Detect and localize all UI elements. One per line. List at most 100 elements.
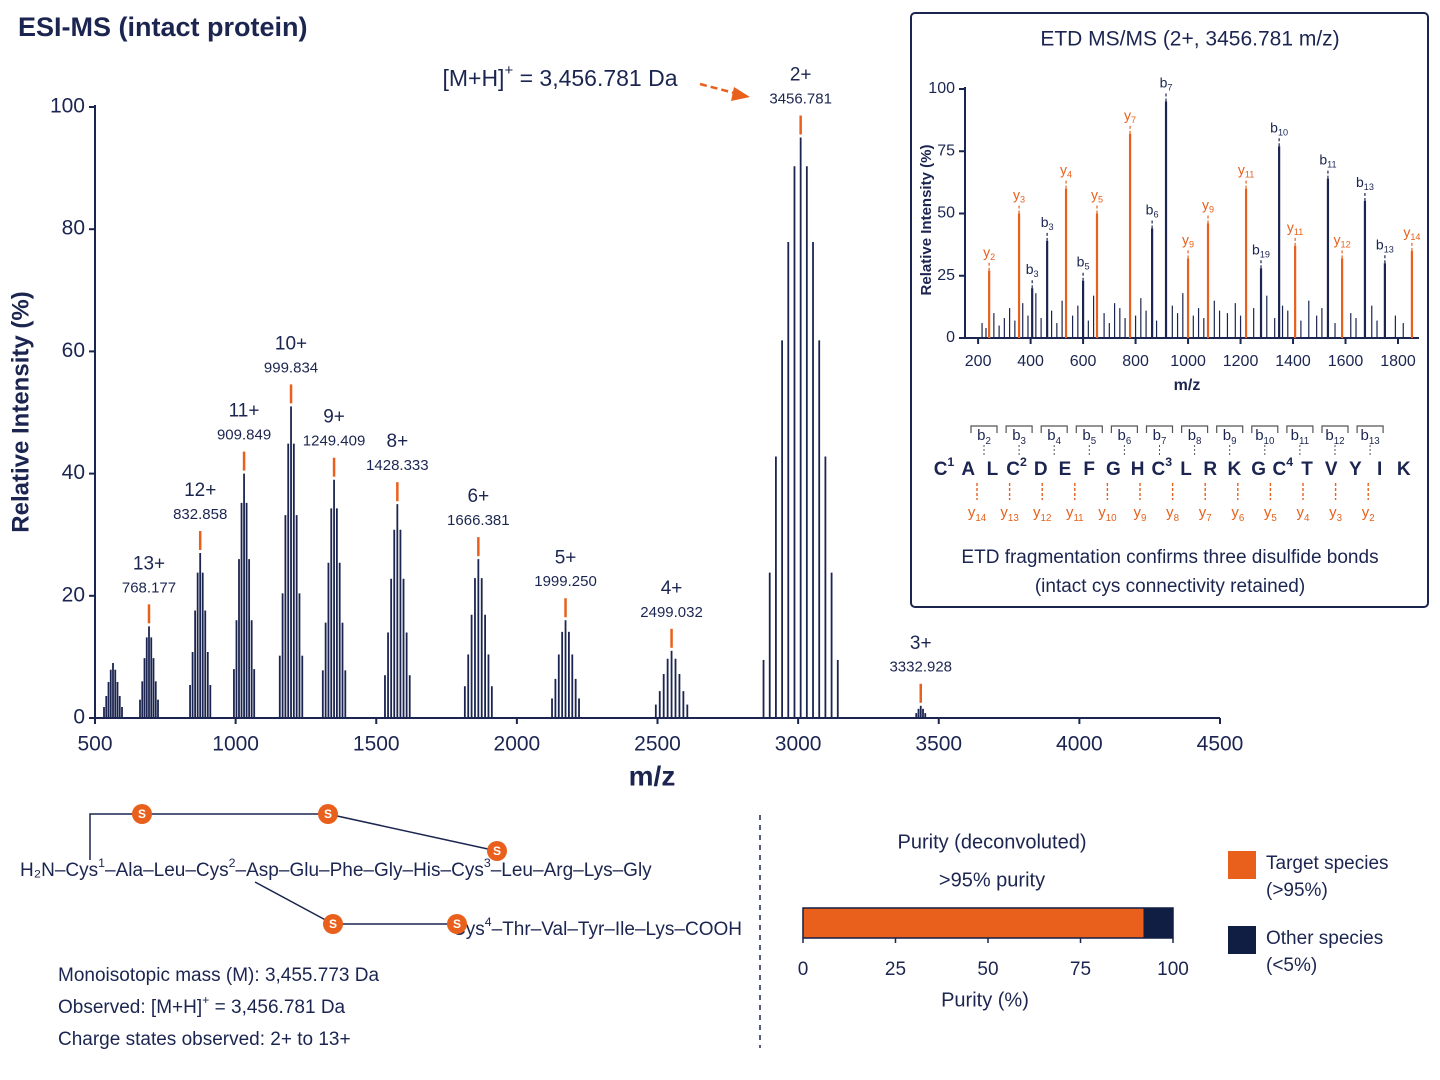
ion: b (1270, 119, 1278, 135)
b-label: b3 (1012, 427, 1026, 447)
x-tick-label: 25 (885, 959, 906, 980)
x-tick-label: 0 (798, 959, 809, 980)
ion: b (1118, 427, 1126, 444)
cys-index: 4 (485, 915, 492, 929)
y-label: y4 (1297, 504, 1311, 524)
ion: b (1082, 427, 1090, 444)
text: Charge states observed: 2+ to 13+ (58, 1029, 351, 1050)
x-tick-label: 3500 (915, 733, 962, 756)
mz-label: 3332.928 (889, 659, 952, 676)
fragment-label: b3 (1026, 261, 1039, 280)
amino-acid: C (1272, 459, 1286, 480)
ion: b (1356, 174, 1364, 190)
sequence-line: Cys4–Thr–Val–Tyr–Ile–Lys–COOH (452, 915, 742, 940)
ion: y (1013, 186, 1020, 202)
mass-annotation: [M+H]+ = 3,456.781 Da (442, 62, 677, 91)
note: Monoisotopic mass (M): 3,455.773 Da (58, 965, 379, 986)
residue: Ile (615, 919, 635, 940)
ion: b (1360, 427, 1368, 444)
ion-index: 13 (1364, 182, 1374, 192)
amino-acid: K (1228, 459, 1242, 480)
residue: Asp (246, 860, 279, 881)
separator: – (363, 860, 374, 881)
y-label: y8 (1166, 504, 1179, 524)
mz-label: 1666.381 (447, 512, 510, 529)
fragment-label: y14 (1403, 224, 1420, 243)
residue: L (987, 459, 999, 480)
b-bracket (1356, 425, 1384, 433)
residue: V (1325, 459, 1338, 480)
ion: y (983, 243, 990, 259)
ion: y (1124, 107, 1131, 123)
bar-segment (1143, 908, 1173, 938)
sulfur-atom (318, 804, 338, 824)
note: Charge states observed: 2+ to 13+ (58, 1029, 351, 1050)
ion-index: 7 (1131, 115, 1136, 125)
ion-index: 11 (1294, 227, 1303, 237)
y-tick-label: 0 (946, 329, 955, 346)
sulfur-label: S (138, 807, 146, 821)
y-axis-label: Relative Intensity (%) (918, 145, 935, 296)
ion: b (1319, 151, 1327, 167)
residue: Cys (65, 860, 98, 881)
separator: – (635, 919, 646, 940)
ion: b (1041, 214, 1049, 230)
amino-acid: G (1106, 459, 1121, 480)
x-tick-label: 200 (965, 353, 992, 370)
cys-index: 1 (98, 856, 105, 870)
residue: Leu (154, 860, 186, 881)
ion: y (1033, 504, 1041, 521)
amino-acid: V (1325, 459, 1338, 480)
ion: b (1252, 241, 1260, 257)
ion: y (1199, 504, 1207, 521)
ion: b (1026, 261, 1034, 277)
inset-frame (910, 12, 1429, 608)
ion-index: 8 (1196, 436, 1201, 447)
text: Monoisotopic mass (M): 3,455.773 Da (58, 965, 379, 986)
amino-acid: C (1151, 459, 1165, 480)
inset-title: ETD MS/MS (2+, 3456.781 m/z) (1040, 28, 1339, 51)
cys-index: 3 (1165, 455, 1172, 469)
x-axis-label: m/z (629, 760, 676, 791)
note: Observed: [M+H]+ = 3,456.781 Da (58, 993, 346, 1018)
ion-index: 12 (1041, 513, 1052, 524)
separator: – (533, 860, 544, 881)
y-axis-label: Relative Intensity (%) (7, 291, 34, 532)
ion-index: 19 (1260, 250, 1270, 260)
residue: C1 (934, 455, 955, 480)
ion: y (1403, 224, 1410, 240)
ion-index: 2 (1369, 513, 1374, 524)
purity-subtitle: >95% purity (939, 869, 1045, 891)
charge-label: 8+ (387, 431, 409, 452)
b-label: b6 (1118, 427, 1132, 447)
b-label: b11 (1291, 427, 1309, 447)
residue: Ala (116, 860, 144, 881)
ion-index: 13 (1384, 245, 1394, 255)
b-bracket (1181, 425, 1209, 433)
residue: Arg (544, 860, 574, 881)
ion-index: 11 (1299, 436, 1309, 447)
b-label: b2 (977, 427, 991, 447)
text: = 3,456.781 Da (209, 997, 345, 1018)
inset-caption: ETD fragmentation confirms three disulfi… (961, 547, 1378, 568)
separator: – (236, 860, 247, 881)
fragment-label: b10 (1270, 119, 1288, 138)
ion: y (1329, 504, 1337, 521)
ion-index: 9 (1209, 205, 1214, 215)
ion: b (1012, 427, 1020, 444)
residue: Val (541, 919, 567, 940)
ion: y (1334, 231, 1341, 247)
residue: C4 (1272, 455, 1293, 480)
bond (89, 813, 142, 860)
b-bracket (1110, 425, 1138, 433)
ion-index: 4 (1304, 513, 1310, 524)
y-tick-label: 0 (73, 706, 85, 729)
fragment-label: y4 (1060, 161, 1072, 180)
x-tick-label: 3000 (775, 733, 822, 756)
fragment-label: b7 (1160, 74, 1173, 93)
charge-label: 5+ (555, 547, 577, 568)
ion: y (1264, 504, 1272, 521)
fragment-label: b6 (1146, 201, 1159, 220)
